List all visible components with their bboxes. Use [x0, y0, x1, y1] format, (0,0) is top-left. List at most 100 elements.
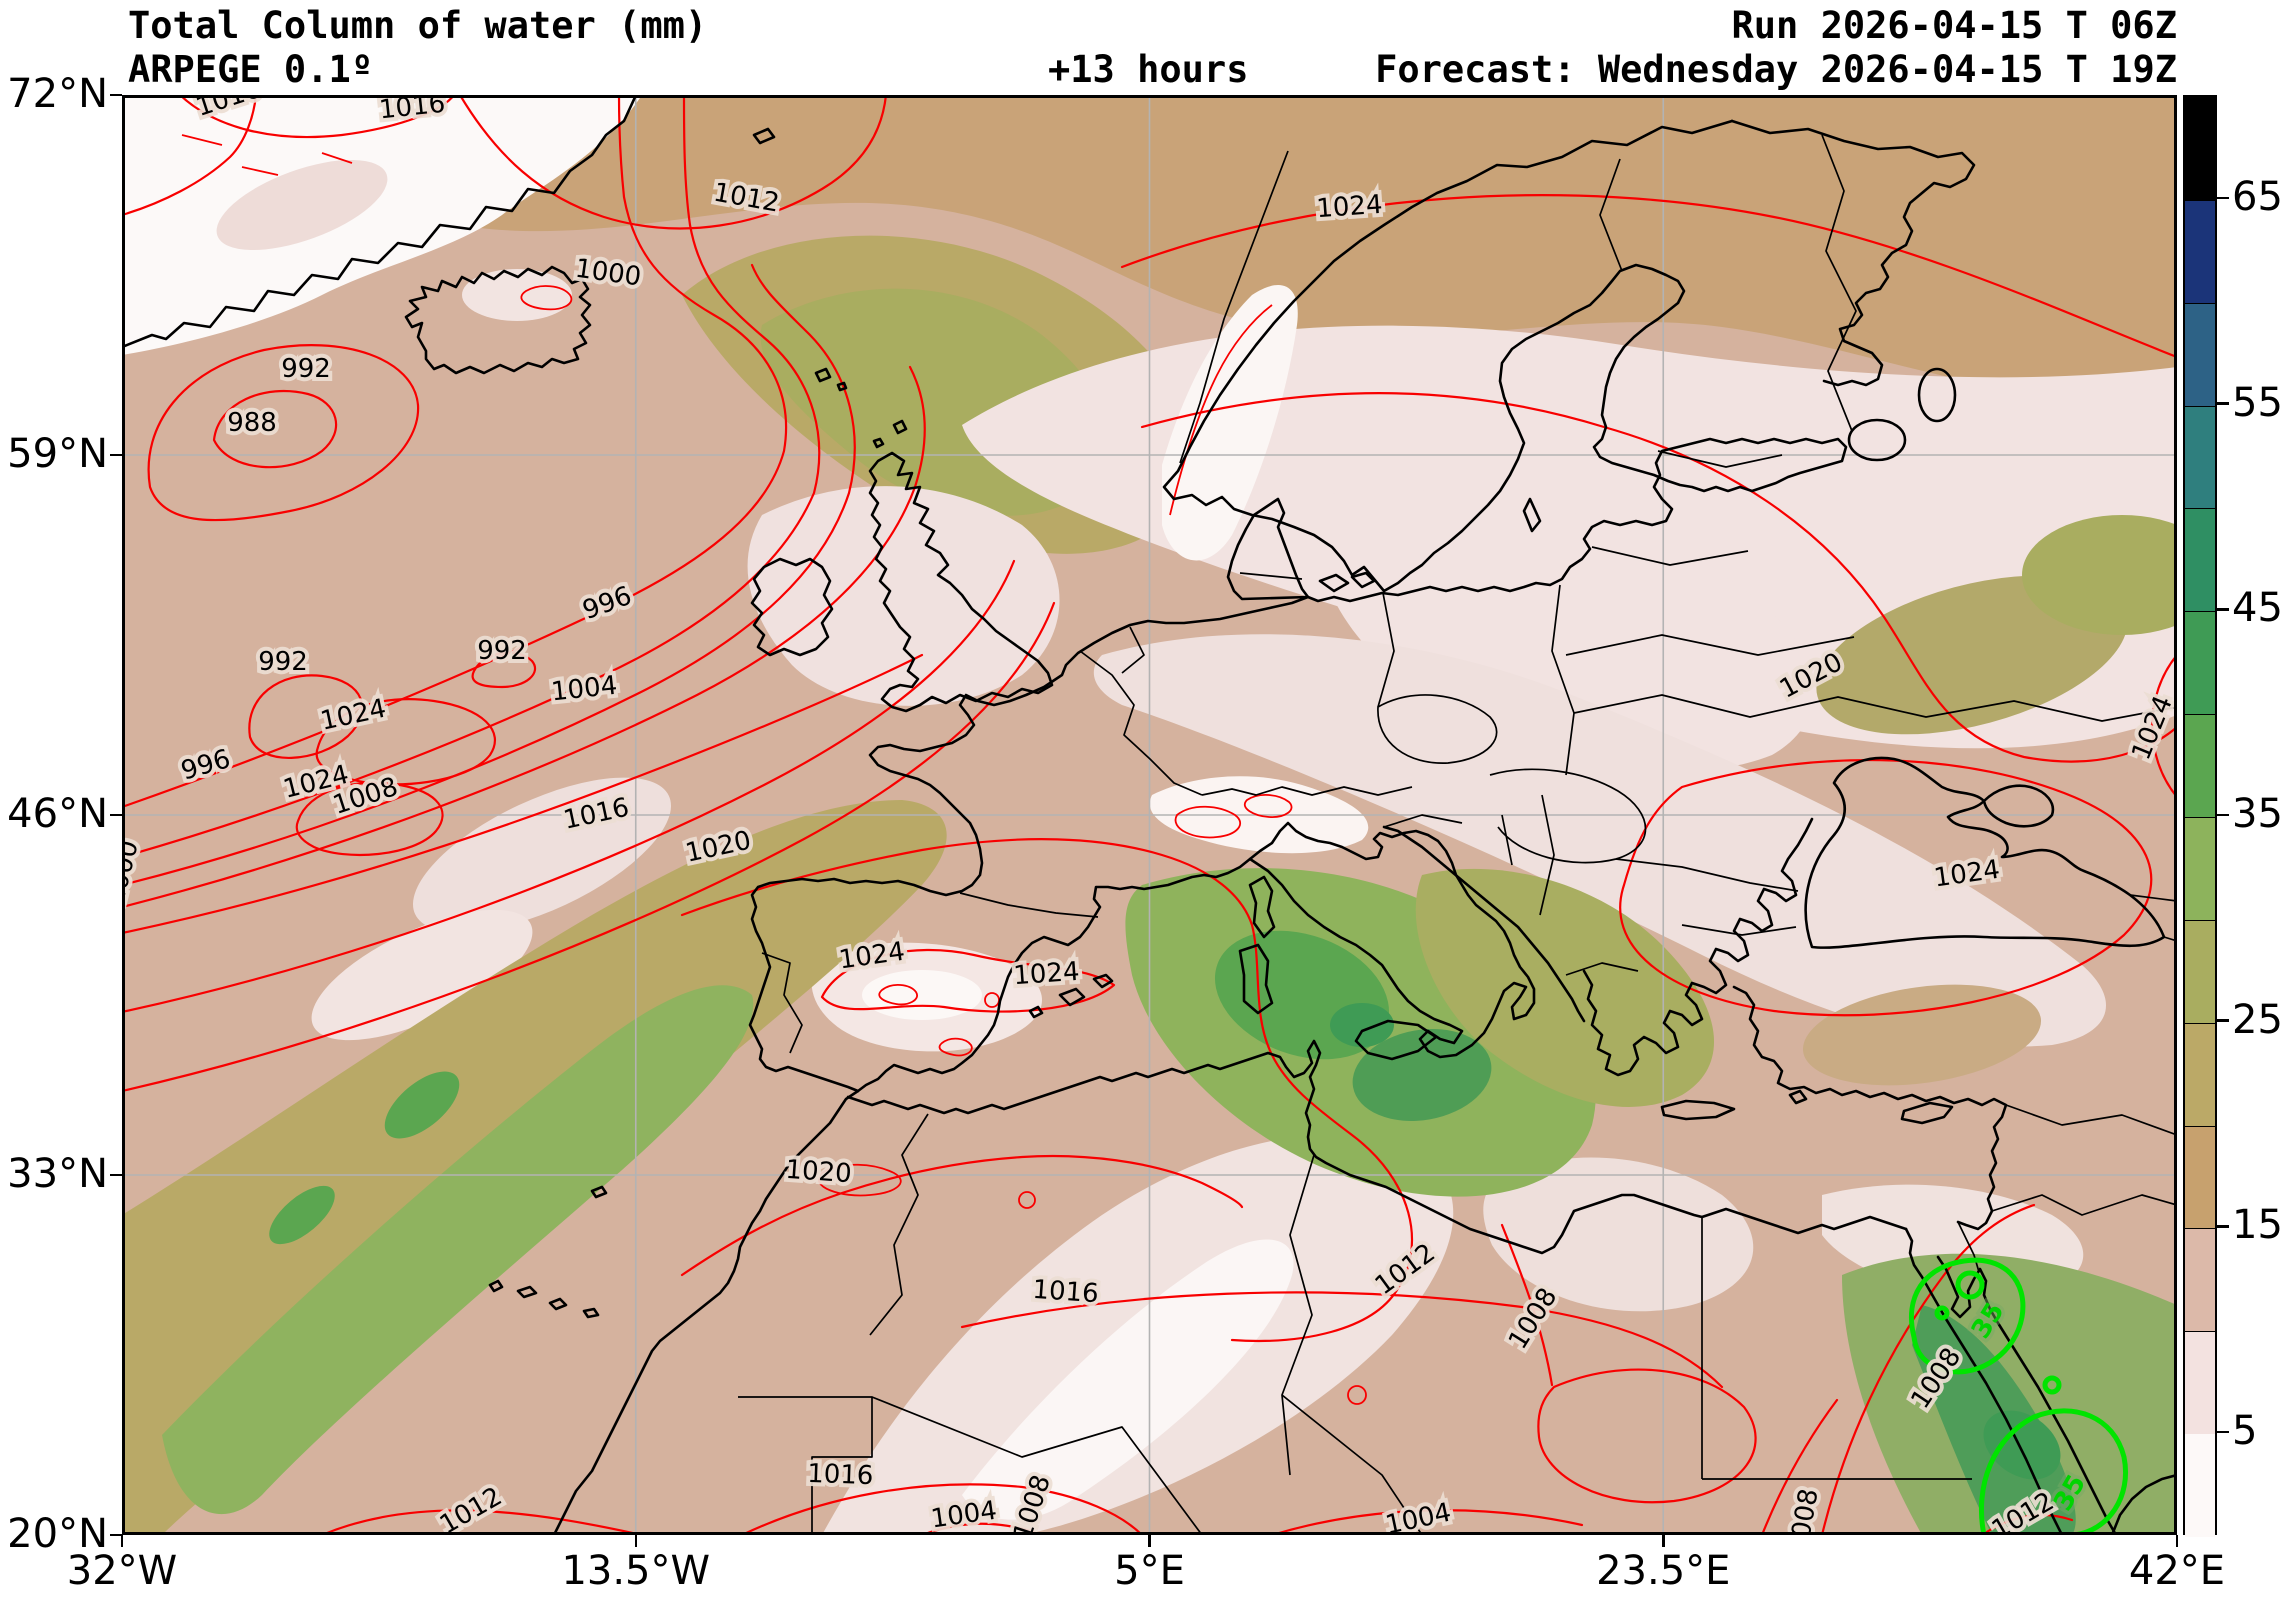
map-border: [122, 95, 2177, 1535]
sardinia: [1238, 943, 1274, 1015]
colorbar-tick: [2217, 402, 2229, 405]
isobar-label-1016: 1016: [1032, 1275, 1100, 1310]
coastlines: [122, 95, 2177, 1535]
adriatic-balkan-coast: [1382, 825, 1586, 1023]
y-axis-tick: [110, 1533, 122, 1537]
greenland-coast: [122, 95, 638, 349]
isobar-label-1020: 1020: [785, 1155, 853, 1190]
isobar-label-1024: 1024: [1315, 190, 1383, 225]
isobar-label-992: 992: [477, 636, 527, 666]
isobar-label-1016: 1016: [807, 1459, 874, 1491]
y-axis-tick: [110, 1173, 122, 1177]
colorbar-tick-label: 5: [2232, 1408, 2258, 1455]
y-axis-tick: [110, 813, 122, 817]
isobar-label-1024: 1024: [1012, 957, 1080, 992]
colorbar-segment: [2185, 714, 2215, 817]
colorbar-segment: [2185, 1228, 2215, 1332]
kola-white-sea-coast: [1730, 119, 1976, 387]
y-axis-label: 46°N: [7, 791, 108, 837]
x-axis-label: 23.5°E: [1596, 1548, 1731, 1594]
x-axis-label: 42°E: [2128, 1548, 2226, 1594]
y-axis-label: 59°N: [7, 431, 108, 477]
sicily: [1354, 1019, 1438, 1061]
colorbar-tick: [2217, 1225, 2229, 1228]
isobar-label-992: 992: [258, 647, 308, 677]
colorbar-segment: [2185, 1125, 2215, 1229]
gotland-island: [1522, 497, 1542, 533]
x-axis-tick: [1148, 1535, 1151, 1547]
islands: [488, 419, 1954, 1319]
denmark-coast: [1226, 497, 1376, 601]
colorbar: [2183, 95, 2217, 1537]
page-title: Total Column of water (mm): [128, 4, 708, 47]
map-plot-area: 1016 1016 1012 1024 992 988 1000 992 992 996 1004 9…: [122, 95, 2177, 1535]
x-axis-tick: [2175, 1535, 2179, 1547]
colorbar-segment: [2185, 405, 2215, 509]
x-axis-label: 13.5°W: [561, 1548, 711, 1594]
x-axis-tick: [120, 1535, 124, 1547]
lake-ladoga: [1847, 418, 1907, 462]
run-label: Run 2026-04-15 T 06Z: [1731, 4, 2177, 47]
canary-islands: [488, 1279, 600, 1319]
iceland-coast: [404, 265, 592, 375]
great-britain-coast: [868, 451, 1054, 713]
isobar-label-992: 992: [281, 354, 331, 384]
x-axis-tick: [634, 1535, 637, 1547]
rhodes: [1788, 1089, 1808, 1105]
colorbar-tick-label: 15: [2232, 1202, 2283, 1249]
madeira: [590, 1185, 608, 1199]
spain-med-coast: [856, 857, 1252, 1093]
italy-coast: [1248, 821, 1536, 1059]
country-borders: [738, 134, 2177, 1535]
west-europe-coast: [748, 595, 1310, 1093]
colorbar-segment: [2185, 1434, 2215, 1537]
turkey-levant-coast: [1732, 985, 2008, 1231]
colorbar-segment: [2185, 817, 2215, 920]
colorbar-tick: [2217, 1019, 2229, 1022]
colorbar-segment: [2185, 508, 2215, 612]
colorbar-tick: [2217, 1430, 2229, 1434]
greece-coast: [1582, 817, 1814, 1077]
model-label: ARPEGE 0.1º: [128, 48, 374, 91]
y-axis-label: 33°N: [7, 1151, 108, 1197]
x-axis-tick: [1662, 1535, 1665, 1547]
faroe-islands: [814, 367, 848, 392]
colorbar-segment: [2185, 1022, 2215, 1126]
cyprus: [1900, 1101, 1954, 1125]
colorbar-tick: [2217, 608, 2229, 611]
x-axis-label: 32°W: [66, 1548, 178, 1594]
colorbar-tick: [2217, 813, 2229, 817]
colorbar-tick-label: 45: [2232, 585, 2283, 632]
lake-onega: [1917, 367, 1957, 423]
colorbar-segment: [2185, 199, 2215, 303]
colorbar-segment: [2185, 302, 2215, 406]
crete: [1660, 1099, 1736, 1121]
colorbar-tick-label: 65: [2232, 173, 2283, 220]
y-axis-tick: [110, 93, 122, 97]
y-axis-label: 20°N: [7, 1511, 108, 1557]
ireland-coast: [750, 557, 834, 657]
shetland: [872, 419, 908, 449]
colorbar-segment: [2185, 97, 2215, 200]
highlight-contours-35mm: [1908, 1257, 2128, 1535]
forecast-label: Forecast: Wednesday 2026-04-15 T 19Z: [1375, 48, 2177, 91]
lead-time-label: +13 hours: [1048, 48, 1249, 91]
balearic-islands: [1028, 973, 1114, 1019]
jan-mayen-island: [752, 127, 776, 145]
y-axis-label: 72°N: [7, 71, 108, 117]
colorbar-segment: [2185, 919, 2215, 1023]
north-africa-med-coast: [846, 1039, 1908, 1255]
y-axis-tick: [110, 453, 122, 457]
corsica: [1248, 875, 1276, 939]
scandinavia-coast: [1162, 119, 1848, 603]
graticule-gridlines: [122, 95, 2177, 1535]
colorbar-tick-label: 35: [2232, 791, 2283, 837]
colorbar-tick-label: 55: [2232, 379, 2283, 426]
colorbar-segment: [2185, 1331, 2215, 1435]
red-sea-coast: [1904, 1227, 2177, 1535]
isobar-label-988: 988: [227, 408, 277, 438]
colorbar-tick: [2217, 196, 2229, 200]
black-sea-coast: [1804, 756, 2166, 949]
